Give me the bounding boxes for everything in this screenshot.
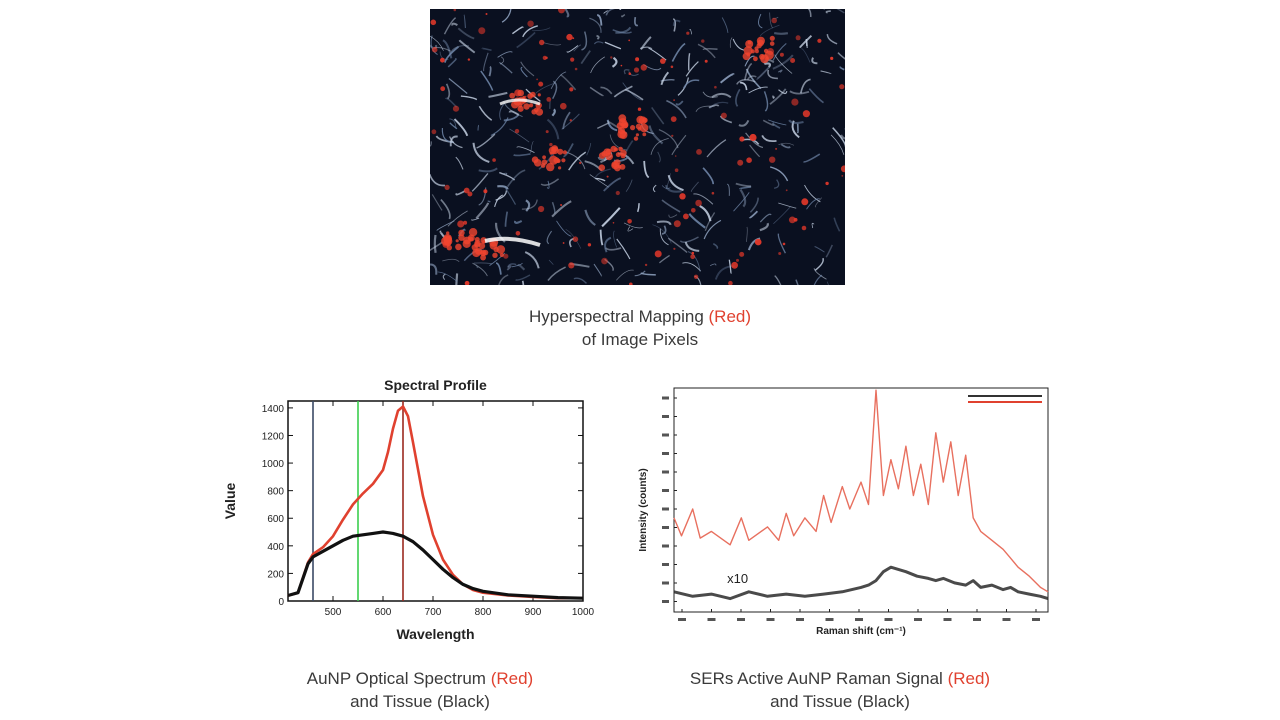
- x-tick-label: [943, 618, 952, 621]
- x-tick-label: [855, 618, 863, 621]
- x-tick-label: [678, 618, 686, 621]
- y-tick-label: [662, 452, 669, 455]
- y-tick-label: 200: [267, 569, 284, 580]
- x-tick-label: 600: [375, 607, 392, 618]
- x-tick-label: [1032, 618, 1040, 621]
- y-tick-label: 600: [267, 514, 284, 525]
- x10-annotation: x10: [727, 571, 748, 586]
- y-tick-label: [662, 433, 669, 437]
- chart-title: Spectral Profile: [384, 377, 487, 393]
- gold-nanoparticle-signal: [430, 9, 845, 285]
- y-tick-label: 1200: [262, 431, 285, 442]
- y-tick-label: [662, 396, 669, 400]
- y-tick-label: 0: [278, 597, 284, 608]
- x-tick-label: [766, 618, 775, 621]
- aunp-raman-line: [673, 389, 1049, 593]
- y-tick-label: 1000: [262, 459, 285, 470]
- y-tick-label: [662, 489, 669, 492]
- y-tick-label: [662, 507, 669, 511]
- x-tick-label: [737, 618, 745, 621]
- x-tick-label: [796, 618, 804, 621]
- bright-fiber: [484, 236, 541, 247]
- tissue-spectrum-line: [287, 530, 584, 600]
- x-tick-label: [707, 618, 716, 621]
- x-tick-label: [914, 618, 922, 621]
- x-tick-label: 800: [475, 607, 492, 618]
- bright-fiber: [499, 98, 541, 106]
- y-tick-label: [662, 544, 669, 548]
- tissue-strands: [430, 9, 845, 285]
- x-tick-label: [884, 618, 893, 621]
- caption-sers-raman-signal: SERs Active AuNP Raman Signal (Red) and …: [689, 669, 991, 711]
- tissue-raman-line: [673, 565, 1049, 601]
- hyperspectral-tissue-image: [430, 9, 845, 285]
- caption-aunp-optical-spectrum: AuNP Optical Spectrum (Red) and Tissue (…: [306, 669, 534, 711]
- y-tick-label: [662, 581, 669, 585]
- raman-signal-chart: Raman shift (cm⁻¹) Intensity (counts) x10: [638, 387, 1049, 637]
- x-tick-label: [1002, 618, 1011, 621]
- y-axis-label: Value: [222, 483, 238, 520]
- x-tick-label: 700: [425, 607, 442, 618]
- x-tick-label: 1000: [572, 607, 595, 618]
- y-tick-label: 800: [267, 487, 284, 498]
- x-tick-label: [973, 618, 981, 621]
- caption-hyperspectral-mapping: Hyperspectral Mapping (Red) of Image Pix…: [528, 307, 752, 349]
- x-axis-label: Wavelength: [396, 626, 474, 642]
- y-tick-label: [662, 600, 669, 603]
- y-tick-label: 1400: [262, 404, 285, 415]
- y-tick-label: [662, 415, 669, 418]
- y-tick-label: [662, 470, 669, 474]
- plot-frame: [673, 387, 1049, 613]
- plot-frame: [287, 400, 584, 602]
- micrograph-texture: [430, 9, 845, 285]
- x-tick-label: [825, 618, 834, 621]
- x-tick-label: 900: [525, 607, 542, 618]
- x-axis-label: Raman shift (cm⁻¹): [816, 626, 906, 637]
- y-tick-label: [662, 526, 669, 529]
- y-tick-label: 400: [267, 542, 284, 553]
- spectral-profile-chart: Spectral Profile 0 200 400 600 800 1000 1200 140…: [222, 377, 595, 642]
- y-axis-label: Intensity (counts): [638, 468, 649, 551]
- x-tick-label: 500: [325, 607, 342, 618]
- y-tick-label: [662, 563, 669, 566]
